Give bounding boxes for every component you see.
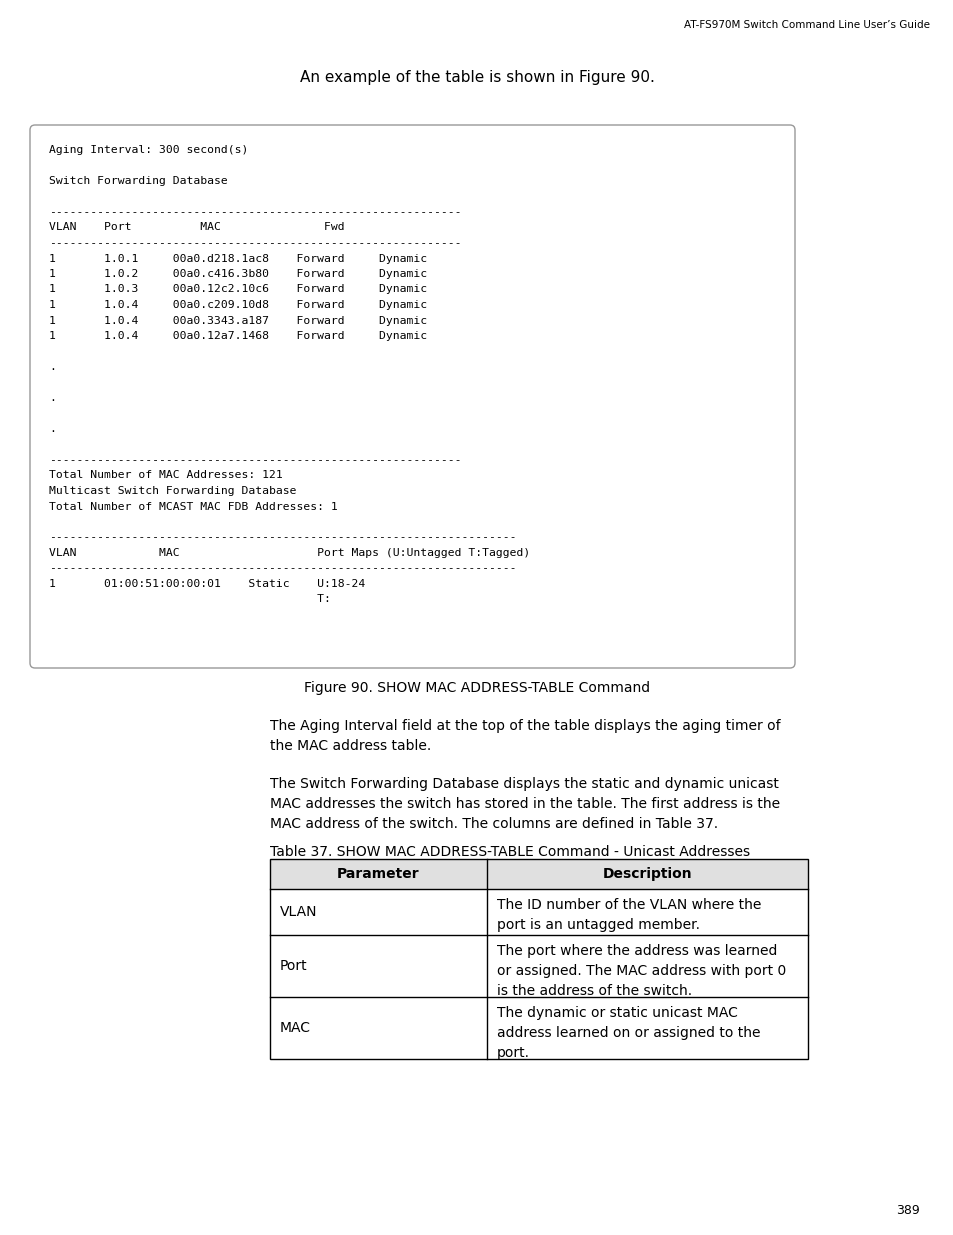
Text: .: . [49, 424, 56, 433]
Text: Parameter: Parameter [336, 867, 419, 881]
Text: The ID number of the VLAN where the
port is an untagged member.: The ID number of the VLAN where the port… [497, 898, 760, 932]
Text: Aging Interval: 300 second(s): Aging Interval: 300 second(s) [49, 144, 248, 156]
Text: ------------------------------------------------------------: ----------------------------------------… [49, 207, 461, 217]
Text: AT-FS970M Switch Command Line User’s Guide: AT-FS970M Switch Command Line User’s Gui… [683, 20, 929, 30]
Text: 1       1.0.3     00a0.12c2.10c6    Forward     Dynamic: 1 1.0.3 00a0.12c2.10c6 Forward Dynamic [49, 284, 427, 294]
Text: --------------------------------------------------------------------: ----------------------------------------… [49, 532, 516, 542]
Text: An example of the table is shown in Figure 90.: An example of the table is shown in Figu… [299, 70, 654, 85]
Bar [270, 860, 807, 1058]
Text: 1       1.0.4     00a0.c209.10d8    Forward     Dynamic: 1 1.0.4 00a0.c209.10d8 Forward Dynamic [49, 300, 427, 310]
Text: The Switch Forwarding Database displays the static and dynamic unicast
MAC addre: The Switch Forwarding Database displays … [270, 777, 780, 831]
Text: Total Number of MAC Addresses: 121: Total Number of MAC Addresses: 121 [49, 471, 282, 480]
Text: VLAN: VLAN [280, 905, 317, 919]
Text: Switch Forwarding Database: Switch Forwarding Database [49, 177, 228, 186]
Text: 1       01:00:51:00:00:01    Static    U:18-24: 1 01:00:51:00:00:01 Static U:18-24 [49, 579, 365, 589]
Text: Total Number of MCAST MAC FDB Addresses: 1: Total Number of MCAST MAC FDB Addresses:… [49, 501, 337, 511]
Text: VLAN            MAC                    Port Maps (U:Untagged T:Tagged): VLAN MAC Port Maps (U:Untagged T:Tagged) [49, 548, 530, 558]
Text: Description: Description [602, 867, 692, 881]
Text: The port where the address was learned
or assigned. The MAC address with port 0
: The port where the address was learned o… [497, 944, 785, 998]
Text: 1       1.0.4     00a0.3343.a187    Forward     Dynamic: 1 1.0.4 00a0.3343.a187 Forward Dynamic [49, 315, 427, 326]
Bar [270, 860, 807, 889]
Text: .: . [49, 393, 56, 403]
Text: Port: Port [280, 960, 307, 973]
Text: ------------------------------------------------------------: ----------------------------------------… [49, 454, 461, 466]
Text: MAC: MAC [280, 1021, 311, 1035]
Text: 389: 389 [895, 1204, 919, 1216]
Text: 1       1.0.2     00a0.c416.3b80    Forward     Dynamic: 1 1.0.2 00a0.c416.3b80 Forward Dynamic [49, 269, 427, 279]
Text: The Aging Interval field at the top of the table displays the aging timer of
the: The Aging Interval field at the top of t… [270, 719, 780, 753]
Text: ------------------------------------------------------------: ----------------------------------------… [49, 238, 461, 248]
Text: Table 37. SHOW MAC ADDRESS-TABLE Command - Unicast Addresses: Table 37. SHOW MAC ADDRESS-TABLE Command… [270, 845, 749, 860]
Text: 1       1.0.4     00a0.12a7.1468    Forward     Dynamic: 1 1.0.4 00a0.12a7.1468 Forward Dynamic [49, 331, 427, 341]
Text: Multicast Switch Forwarding Database: Multicast Switch Forwarding Database [49, 487, 296, 496]
Text: .: . [49, 362, 56, 372]
Text: Figure 90. SHOW MAC ADDRESS-TABLE Command: Figure 90. SHOW MAC ADDRESS-TABLE Comman… [304, 680, 649, 695]
FancyBboxPatch shape [30, 125, 794, 668]
Text: T:: T: [49, 594, 331, 604]
Text: The dynamic or static unicast MAC
address learned on or assigned to the
port.: The dynamic or static unicast MAC addres… [497, 1007, 760, 1060]
Text: 1       1.0.1     00a0.d218.1ac8    Forward     Dynamic: 1 1.0.1 00a0.d218.1ac8 Forward Dynamic [49, 253, 427, 263]
Text: --------------------------------------------------------------------: ----------------------------------------… [49, 563, 516, 573]
Text: VLAN    Port          MAC               Fwd: VLAN Port MAC Fwd [49, 222, 344, 232]
